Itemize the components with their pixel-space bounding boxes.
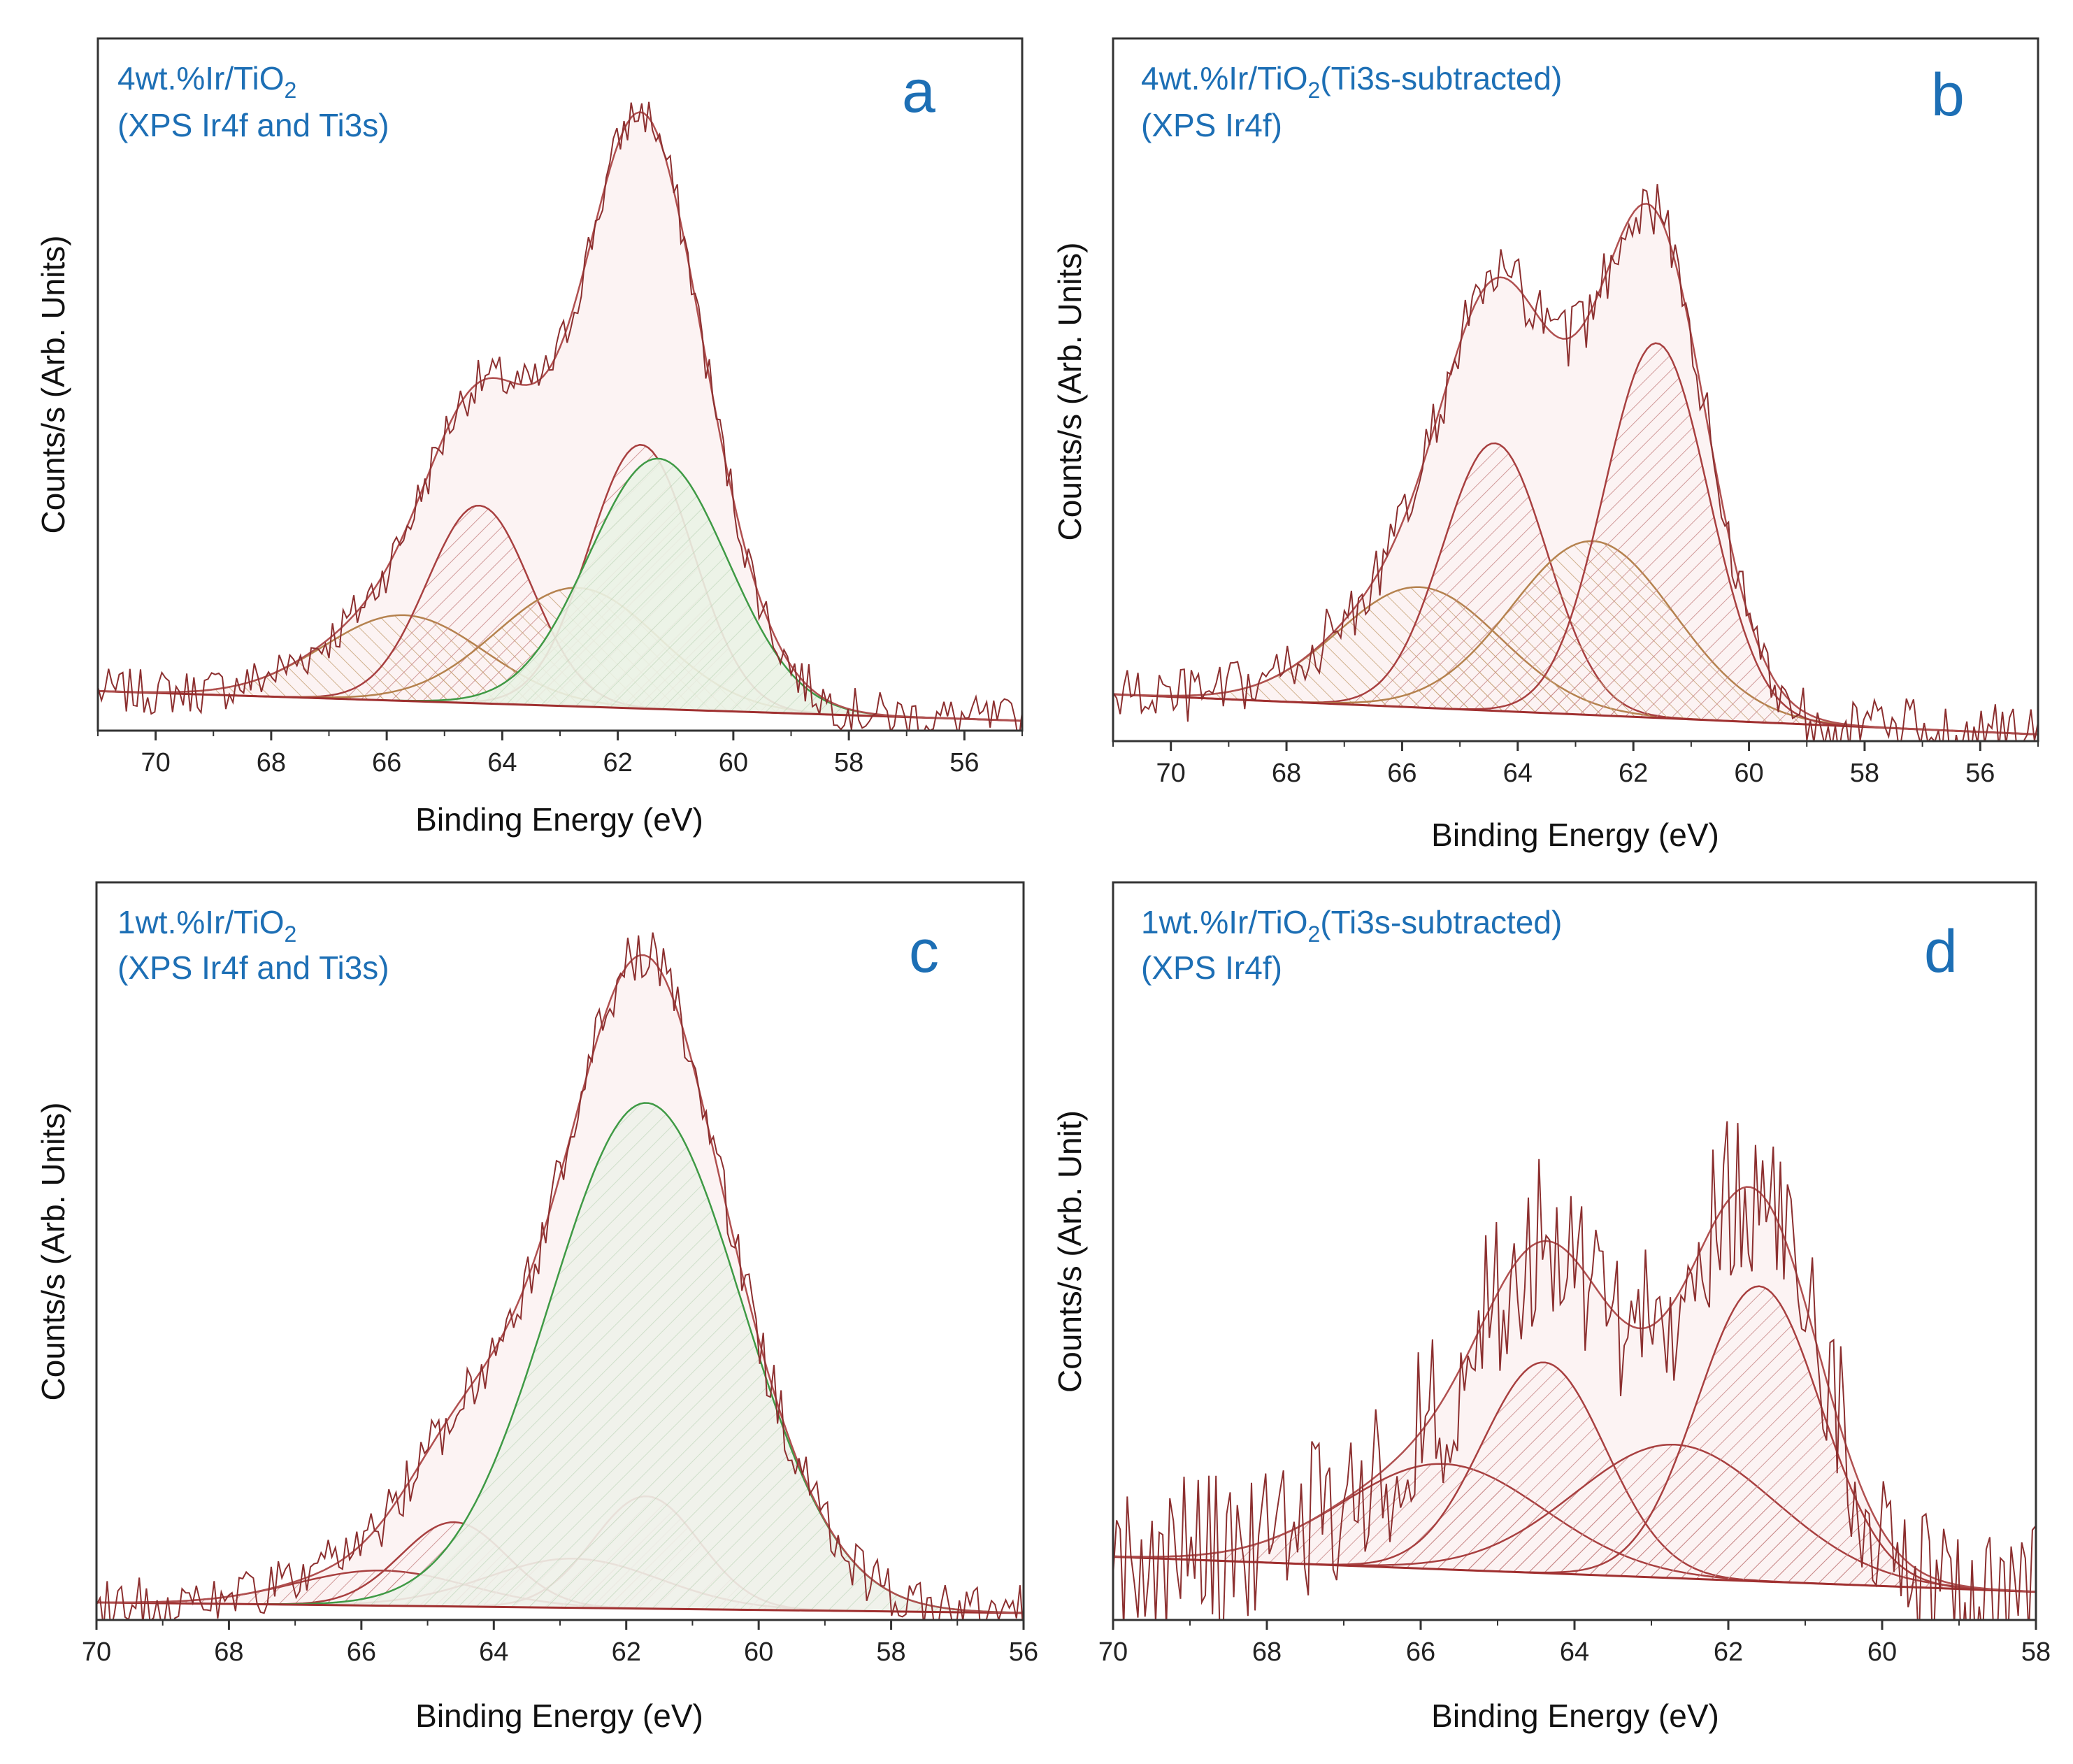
panel-c-y-axis-label: Counts/s (Arb. Units) (35, 1103, 71, 1401)
panel-a: 70 68 66 64 62 60 58 56 4wt.%Ir/TiO2 (XPS Ir4f … (35, 37, 1024, 838)
background-line (98, 689, 1022, 722)
envelope-line (1113, 1186, 2036, 1593)
x-tick-label: 66 (347, 1637, 376, 1667)
background-line (1113, 1556, 2036, 1593)
x-tick-label: 68 (214, 1637, 243, 1667)
panel-d-x-axis-label: Binding Energy (eV) (1431, 1698, 1719, 1734)
x-tick-label: 64 (479, 1637, 508, 1667)
x-tick-label: 56 (949, 748, 979, 777)
x-tick-label: 70 (1156, 759, 1186, 788)
x-tick-label: 66 (372, 748, 401, 777)
background-line (96, 1601, 1024, 1614)
x-tick-label: 70 (1098, 1637, 1128, 1667)
x-tick-label: 58 (834, 748, 863, 777)
panel-c-title-line1: 1wt.%Ir/TiO2 (117, 904, 296, 947)
peak-hatch (98, 458, 1022, 721)
x-tick-label: 56 (1009, 1637, 1038, 1667)
panel-c-plot (96, 932, 1024, 1620)
peak-fill (1113, 587, 2038, 735)
envelope-line (96, 954, 1024, 1614)
x-tick-label: 58 (2021, 1637, 2051, 1667)
panel-b-x-axis-label: Binding Energy (eV) (1431, 817, 1719, 853)
panel-a-y-axis-label: Counts/s (Arb. Units) (35, 236, 71, 534)
panel-d: 70 68 66 64 62 60 58 1wt.%Ir/TiO2(Ti3s-subtrac… (1052, 881, 2051, 1734)
x-tick-label: 60 (1734, 759, 1763, 788)
x-tick-label: 62 (1714, 1637, 1743, 1667)
peak-fill (1113, 1362, 2036, 1592)
x-tick-label: 70 (141, 748, 170, 777)
panel-b-title-line1: 4wt.%Ir/TiO2(Ti3s-subtracted) (1141, 60, 1562, 103)
x-tick-label: 58 (876, 1637, 905, 1667)
panel-d-title-line1: 1wt.%Ir/TiO2(Ti3s-subtracted) (1141, 904, 1562, 947)
panel-d-y-axis-label: Counts/s (Arb. Unit) (1052, 1110, 1088, 1393)
panel-d-plot (1113, 1121, 2036, 1620)
x-tick-label: 60 (744, 1637, 773, 1667)
x-tick-label: 68 (1272, 759, 1301, 788)
x-tick-label: 66 (1406, 1637, 1435, 1667)
panel-d-ticks: 70 68 66 64 62 60 58 (1098, 1620, 2051, 1667)
panel-b-plot (1113, 184, 2038, 741)
x-tick-label: 64 (1560, 1637, 1589, 1667)
peak-fill (98, 615, 1022, 721)
x-tick-label: 62 (612, 1637, 641, 1667)
panel-d-letter: d (1924, 918, 1958, 985)
panel-b-y-axis-label: Counts/s (Arb. Units) (1052, 243, 1088, 541)
envelope-fill (98, 112, 1022, 721)
x-tick-label: 62 (603, 748, 632, 777)
panel-d-title-line2: (XPS Ir4f) (1141, 949, 1282, 986)
peak-fill (1113, 1463, 2036, 1592)
peak-hatch (96, 1103, 1024, 1613)
x-tick-label: 62 (1619, 759, 1648, 788)
panel-c-title-line2: (XPS Ir4f and Ti3s) (117, 949, 389, 986)
panel-a-letter: a (902, 58, 935, 125)
x-tick-label: 56 (1965, 759, 1995, 788)
panel-c-letter: c (909, 918, 939, 985)
peak-fill (1113, 343, 2038, 735)
panel-a-title-line2: (XPS Ir4f and Ti3s) (117, 107, 389, 143)
panel-b: 70 68 66 64 62 60 58 56 4wt.%Ir/TiO2(Ti3s-subtr… (1052, 37, 2039, 853)
panel-b-title-line2: (XPS Ir4f) (1141, 107, 1282, 143)
x-tick-label: 64 (487, 748, 517, 777)
x-tick-label: 60 (719, 748, 748, 777)
panel-a-x-axis-label: Binding Energy (eV) (415, 801, 703, 838)
panel-c-x-axis-label: Binding Energy (eV) (415, 1698, 703, 1734)
raw-data-line (96, 932, 1024, 1620)
panel-c-ticks: 70 68 66 64 62 60 58 56 (82, 1620, 1038, 1667)
x-tick-label: 70 (82, 1637, 111, 1667)
raw-data-line (1113, 1121, 2036, 1620)
x-tick-label: 68 (1252, 1637, 1282, 1667)
x-tick-label: 58 (1850, 759, 1879, 788)
x-tick-label: 68 (257, 748, 286, 777)
envelope-fill (1113, 203, 2038, 735)
raw-data-line (1113, 184, 2038, 741)
panel-b-ticks: 70 68 66 64 62 60 58 56 (1112, 741, 2039, 788)
x-tick-label: 66 (1387, 759, 1416, 788)
panel-a-plot (98, 101, 1022, 731)
x-tick-label: 64 (1503, 759, 1533, 788)
panel-b-letter: b (1931, 62, 1965, 129)
panel-a-title-line1: 4wt.%Ir/TiO2 (117, 60, 296, 103)
envelope-line (1113, 203, 2038, 736)
raw-data-line (98, 101, 1022, 731)
panel-a-ticks: 70 68 66 64 62 60 58 56 (97, 731, 1023, 777)
panel-c: 70 68 66 64 62 60 58 56 1wt.%Ir/TiO2 (XPS Ir4f … (35, 881, 1038, 1734)
x-tick-label: 60 (1867, 1637, 1897, 1667)
